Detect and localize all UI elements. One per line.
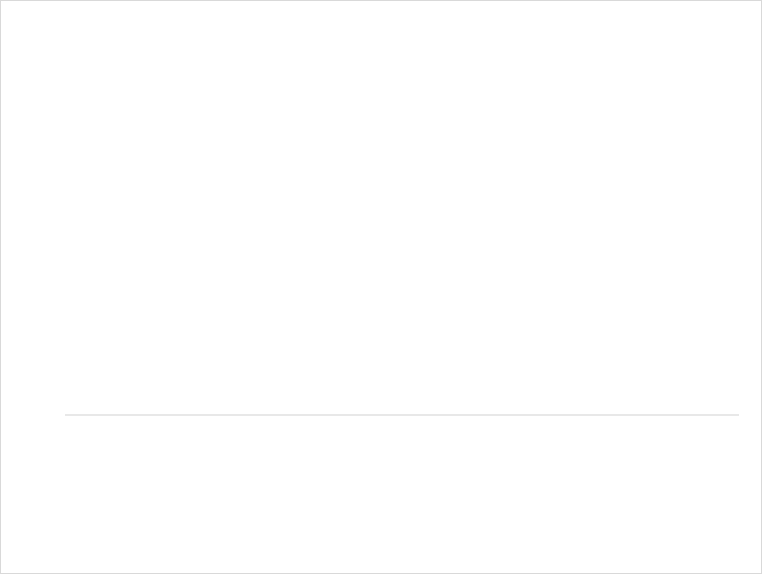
line-chart: [65, 414, 739, 416]
chart-container: [0, 0, 762, 574]
